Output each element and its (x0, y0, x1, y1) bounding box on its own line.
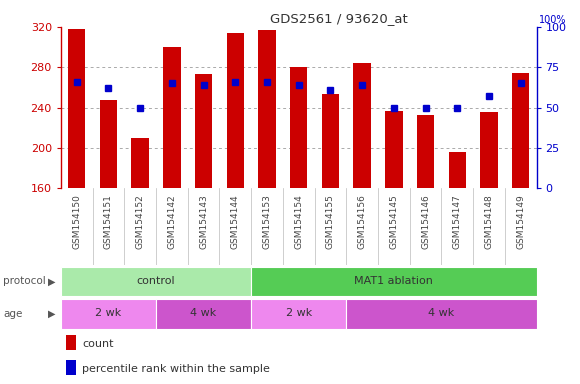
Text: GSM154155: GSM154155 (326, 194, 335, 249)
Text: GDS2561 / 93620_at: GDS2561 / 93620_at (270, 12, 407, 25)
Text: GSM154150: GSM154150 (72, 194, 81, 249)
Bar (258, 30, 276, 188)
Bar (385, 111, 403, 188)
Text: 100%: 100% (539, 15, 567, 25)
Bar (163, 47, 180, 188)
Bar (322, 94, 339, 188)
Text: 2 wk: 2 wk (285, 308, 312, 318)
Text: GSM154142: GSM154142 (168, 194, 176, 249)
Bar (227, 33, 244, 188)
Text: control: control (137, 276, 175, 286)
Text: GSM154143: GSM154143 (199, 194, 208, 249)
Bar (251, 299, 346, 329)
Bar (66, 335, 76, 350)
Bar (353, 63, 371, 188)
Bar (100, 101, 117, 188)
Bar (346, 299, 536, 329)
Bar (132, 138, 149, 188)
Text: GSM154148: GSM154148 (484, 194, 494, 249)
Text: ▶: ▶ (49, 309, 56, 319)
Text: percentile rank within the sample: percentile rank within the sample (82, 364, 270, 374)
Text: count: count (82, 339, 114, 349)
Text: protocol: protocol (3, 276, 46, 286)
Bar (448, 152, 466, 188)
Text: GSM154154: GSM154154 (294, 194, 303, 249)
Text: GSM154152: GSM154152 (136, 194, 144, 249)
Bar (156, 299, 251, 329)
Bar (66, 360, 76, 375)
Bar (480, 112, 498, 188)
Bar (417, 114, 434, 188)
Bar (61, 299, 156, 329)
Text: 4 wk: 4 wk (428, 308, 455, 318)
Text: ▶: ▶ (49, 276, 56, 286)
Bar (290, 67, 307, 188)
Text: age: age (3, 309, 22, 319)
Text: MAT1 ablation: MAT1 ablation (354, 276, 433, 286)
Text: GSM154146: GSM154146 (421, 194, 430, 249)
Text: 4 wk: 4 wk (190, 308, 217, 318)
Text: GSM154151: GSM154151 (104, 194, 113, 249)
Bar (251, 266, 536, 296)
Text: GSM154145: GSM154145 (389, 194, 398, 249)
Text: GSM154156: GSM154156 (358, 194, 367, 249)
Bar (195, 74, 212, 188)
Text: GSM154149: GSM154149 (516, 194, 525, 249)
Text: GSM154144: GSM154144 (231, 194, 240, 249)
Text: GSM154147: GSM154147 (453, 194, 462, 249)
Bar (61, 266, 251, 296)
Text: 2 wk: 2 wk (95, 308, 122, 318)
Bar (68, 29, 85, 188)
Text: GSM154153: GSM154153 (263, 194, 271, 249)
Bar (512, 73, 530, 188)
